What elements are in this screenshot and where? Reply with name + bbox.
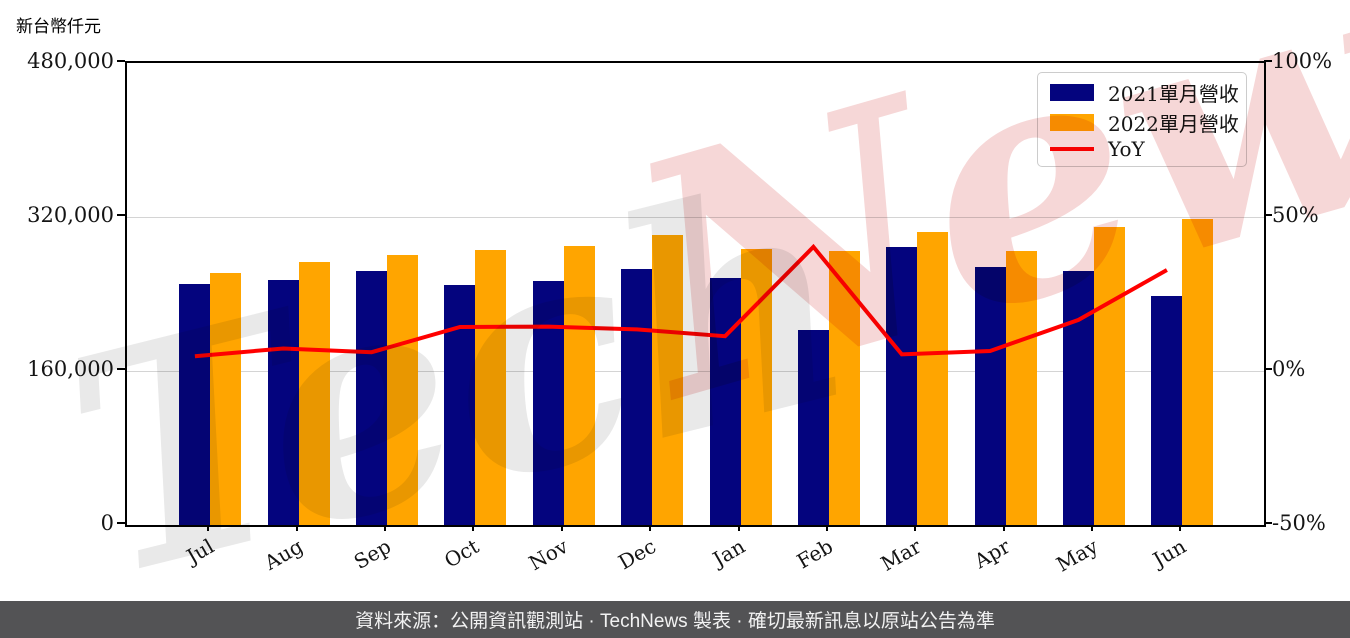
y-tick-left (117, 522, 125, 524)
bar-2021-jul (179, 283, 211, 525)
bar-2022-apr (1005, 251, 1037, 525)
bar-2022-jul (210, 272, 242, 525)
bar-2022-mar (917, 231, 949, 525)
y-axis-label-right: 0% (1272, 357, 1306, 381)
bar-2021-nov (532, 281, 564, 525)
x-tick (207, 525, 210, 531)
y-tick-left (117, 60, 125, 62)
bar-2021-aug (267, 279, 299, 525)
legend-swatch-2022 (1050, 113, 1094, 131)
y-tick-right (1264, 522, 1272, 524)
plot-area (125, 61, 1266, 527)
bar-2022-nov (563, 246, 595, 525)
legend-label-2021: 2021單月營收 (1108, 81, 1239, 106)
yoy-line (194, 243, 1168, 359)
legend-item-2021: 2021單月營收 (1050, 78, 1239, 107)
footer-text: 資料來源：公開資訊觀測站 · TechNews 製表 · 確切最新訊息以原站公告… (355, 611, 995, 632)
legend-swatch-2021 (1050, 83, 1094, 101)
legend-item-2022: 2022單月營收 (1050, 108, 1239, 137)
bar-2021-jan (709, 277, 741, 525)
x-tick (560, 525, 563, 531)
x-tick (914, 525, 917, 531)
x-tick (1002, 525, 1005, 531)
bar-2021-sep (356, 271, 388, 525)
y-axis-label-left: 0 (100, 511, 114, 535)
y-tick-left (117, 214, 125, 216)
bar-2021-apr (974, 267, 1006, 525)
y-axis-label-left: 160,000 (27, 357, 114, 381)
footer-bar: 資料來源：公開資訊觀測站 · TechNews 製表 · 確切最新訊息以原站公告… (0, 601, 1350, 638)
axis-unit-title: 新台幣仟元 (16, 17, 101, 37)
x-tick (737, 525, 740, 531)
bar-2021-mar (886, 247, 918, 525)
x-tick (295, 525, 298, 531)
legend-swatch-yoy (1050, 147, 1094, 152)
gridline (127, 216, 1264, 218)
y-tick-left (117, 368, 125, 370)
y-axis-label-right: 50% (1272, 203, 1319, 227)
bar-2021-feb (797, 329, 829, 525)
x-tick (384, 525, 387, 531)
bar-2021-jun (1151, 295, 1183, 525)
legend-label-2022: 2022單月營收 (1108, 111, 1239, 136)
y-axis-label-left: 480,000 (27, 49, 114, 73)
x-tick (1179, 525, 1182, 531)
bar-2021-oct (444, 284, 476, 525)
y-axis-label-left: 320,000 (27, 203, 114, 227)
legend-label-yoy: YoY (1108, 137, 1145, 162)
bar-2022-jun (1182, 219, 1214, 525)
bar-2022-oct (475, 250, 507, 525)
bar-2021-dec (621, 268, 653, 525)
x-tick (472, 525, 475, 531)
legend-item-yoy: YoY (1050, 137, 1234, 161)
x-tick (1091, 525, 1093, 531)
gridline (127, 370, 1264, 372)
bar-2022-sep (387, 255, 419, 525)
bar-2022-dec (652, 234, 684, 525)
x-tick (825, 525, 828, 531)
bar-2022-aug (298, 262, 330, 525)
y-axis-label-right: 100% (1272, 49, 1333, 73)
bar-2022-may (1094, 227, 1125, 525)
y-tick-right (1264, 60, 1272, 62)
y-tick-right (1264, 368, 1272, 370)
y-tick-right (1264, 214, 1272, 216)
x-tick (649, 525, 652, 531)
y-axis-label-right: -50% (1272, 511, 1326, 535)
legend: 2021單月營收 2022單月營收 YoY (1037, 72, 1247, 167)
